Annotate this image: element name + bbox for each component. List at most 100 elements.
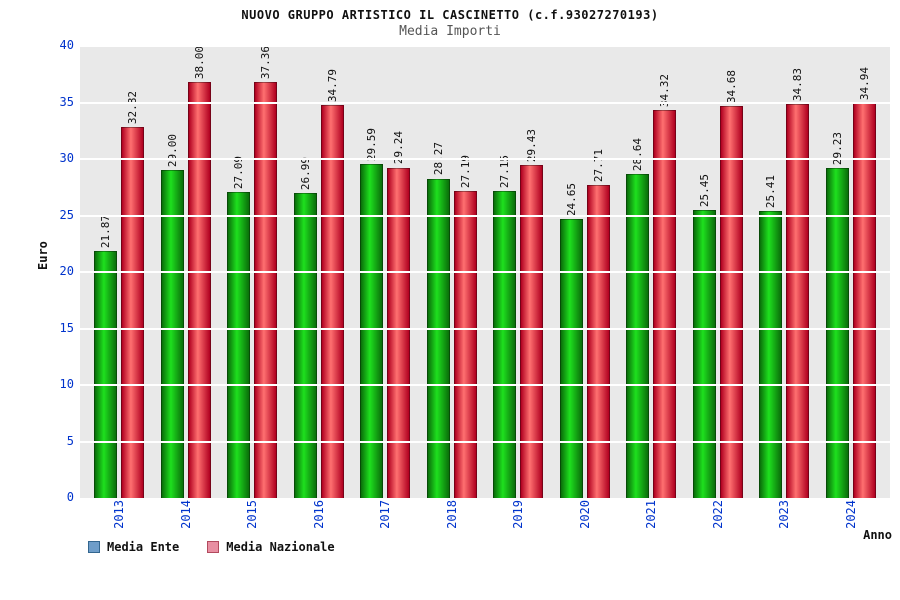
bar-media-ente bbox=[493, 191, 517, 498]
bar-wrap: 28.27 bbox=[426, 46, 450, 498]
x-tick-label: 2013 bbox=[112, 500, 127, 529]
y-tick-label: 5 bbox=[66, 433, 74, 448]
bar-media-ente bbox=[559, 219, 583, 498]
bars-container: 21.87 32.82 29.00 38.00 27.09 37.36 26.99 34.79… bbox=[80, 46, 890, 498]
bar-wrap: 29.43 bbox=[520, 46, 544, 498]
legend-label-media-nazionale: Media Nazionale bbox=[226, 540, 335, 554]
bar-media-nazionale bbox=[520, 165, 544, 498]
bar-wrap: 38.00 bbox=[187, 46, 211, 498]
x-tick-group: 2017 bbox=[352, 500, 419, 544]
bar-group: 29.23 34.94 bbox=[818, 46, 885, 498]
plot-area: 21.87 32.82 29.00 38.00 27.09 37.36 26.99 34.79… bbox=[80, 45, 890, 498]
legend-label-media-ente: Media Ente bbox=[107, 540, 180, 554]
chart-title: NUOVO GRUPPO ARTISTICO IL CASCINETTO (c.… bbox=[241, 8, 659, 22]
x-tick-label: 2022 bbox=[710, 500, 725, 529]
gridline bbox=[80, 271, 890, 273]
y-tick-label: 35 bbox=[59, 94, 74, 109]
gridline bbox=[80, 214, 890, 217]
bar-group: 28.64 34.32 bbox=[618, 46, 685, 498]
bar-media-nazionale bbox=[719, 106, 743, 498]
bar-media-nazionale bbox=[653, 110, 677, 498]
bar-wrap: 34.94 bbox=[852, 46, 876, 498]
bar-wrap: 29.00 bbox=[160, 46, 184, 498]
chart-subtitle: Media Importi bbox=[399, 24, 501, 39]
bar-media-nazionale bbox=[453, 190, 477, 498]
bar-wrap: 34.79 bbox=[320, 46, 344, 498]
gridline bbox=[80, 101, 890, 104]
bar-wrap: 26.99 bbox=[293, 46, 317, 498]
legend-swatch-media-nazionale bbox=[207, 541, 220, 553]
bar-media-nazionale bbox=[121, 127, 145, 498]
x-tick-label: 2017 bbox=[378, 500, 393, 529]
bar-media-nazionale bbox=[187, 82, 211, 498]
bar-media-ente bbox=[293, 193, 317, 498]
bar-wrap: 34.68 bbox=[719, 46, 743, 498]
x-axis: 2013 2014 2015 2016 2017 2018 2019 2020 2021 2022… bbox=[80, 500, 890, 544]
y-tick-label: 25 bbox=[59, 207, 74, 222]
bar-media-ente bbox=[426, 178, 450, 498]
bar-group: 25.41 34.83 bbox=[751, 46, 818, 498]
bar-wrap: 24.65 bbox=[559, 46, 583, 498]
bar-wrap: 27.09 bbox=[227, 46, 251, 498]
bar-group: 28.2727.19 bbox=[419, 46, 486, 498]
bar-value-label: 29.59 bbox=[365, 127, 379, 161]
bar-media-nazionale bbox=[387, 167, 411, 498]
bar-media-ente bbox=[692, 210, 716, 498]
bar-value-label: 34.94 bbox=[857, 67, 871, 101]
bar-wrap: 34.32 bbox=[653, 46, 677, 498]
x-tick-label: 2016 bbox=[311, 500, 326, 529]
x-tick-group: 2014 bbox=[153, 500, 220, 544]
x-tick-label: 2024 bbox=[843, 500, 858, 529]
bar-media-ente bbox=[825, 167, 849, 498]
bar-wrap: 27.19 bbox=[453, 46, 477, 498]
bar-value-label: 34.68 bbox=[724, 70, 738, 104]
bar-value-label: 32.82 bbox=[126, 91, 140, 125]
bar-value-label: 28.64 bbox=[631, 138, 645, 172]
x-axis-title: Anno bbox=[863, 528, 892, 542]
bar-wrap: 37.36 bbox=[254, 46, 278, 498]
y-tick-label: 15 bbox=[59, 320, 74, 335]
bar-media-ente bbox=[360, 163, 384, 498]
bar-wrap: 21.87 bbox=[94, 46, 118, 498]
legend: Media Ente Media Nazionale bbox=[88, 540, 335, 554]
x-tick-label: 2019 bbox=[511, 500, 526, 529]
bar-value-label: 26.99 bbox=[298, 156, 312, 191]
y-tick-label: 40 bbox=[59, 38, 74, 52]
x-tick-group: 2016 bbox=[286, 500, 353, 544]
x-tick-group: 2019 bbox=[485, 500, 552, 544]
y-tick-label: 30 bbox=[59, 151, 74, 165]
bar-group: 24.65 27.71 bbox=[552, 46, 619, 498]
bar-value-label: 21.87 bbox=[99, 214, 113, 248]
x-tick-group: 2020 bbox=[552, 500, 619, 544]
bar-value-label: 25.41 bbox=[764, 174, 778, 208]
x-tick-label: 2023 bbox=[777, 500, 792, 529]
bar-wrap: 32.82 bbox=[121, 46, 145, 498]
bar-value-label: 27.09 bbox=[232, 155, 246, 189]
x-tick-label: 2018 bbox=[444, 500, 459, 529]
x-tick-group: 2018 bbox=[419, 500, 486, 544]
bar-wrap: 27.15 bbox=[493, 46, 517, 498]
bar-value-label: 29.00 bbox=[165, 134, 179, 168]
bar-wrap: 25.41 bbox=[759, 46, 783, 498]
legend-item-media-nazionale: Media Nazionale bbox=[207, 540, 335, 554]
bar-wrap: 29.24 bbox=[387, 46, 411, 498]
bar-group: 25.45 34.68 bbox=[685, 46, 752, 498]
bar-wrap: 27.71 bbox=[586, 46, 610, 498]
bar-value-label: 25.45 bbox=[697, 174, 711, 208]
bar-group: 26.99 34.79 bbox=[286, 46, 353, 498]
legend-swatch-media-ente bbox=[88, 541, 100, 553]
bar-media-nazionale bbox=[320, 104, 344, 498]
bar-media-ente bbox=[626, 174, 650, 498]
bar-value-label: 37.36 bbox=[259, 46, 273, 80]
bar-group: 29.59 29.24 bbox=[352, 46, 419, 498]
legend-item-media-ente: Media Ente bbox=[88, 540, 179, 554]
bar-media-ente bbox=[759, 210, 783, 498]
x-tick-group: 2023 bbox=[751, 500, 818, 544]
bar-group: 27.15 29.43 bbox=[485, 46, 552, 498]
bar-wrap: 28.64 bbox=[626, 46, 650, 498]
x-tick-label: 2015 bbox=[245, 500, 260, 529]
y-tick-label: 10 bbox=[59, 377, 74, 391]
bar-media-ente bbox=[227, 191, 251, 498]
bar-group: 29.00 38.00 bbox=[153, 46, 220, 498]
